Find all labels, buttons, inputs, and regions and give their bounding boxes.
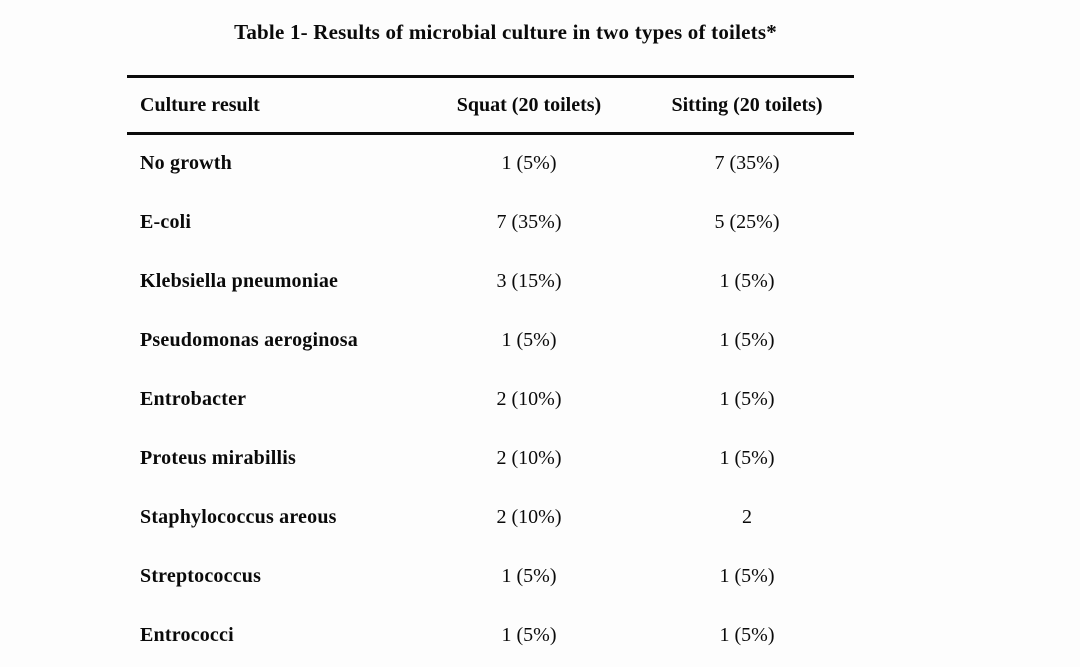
sitting-value: 7 (35%) — [714, 152, 780, 175]
table-row: Staphylococcus areous 2 (10%) 2 — [127, 488, 854, 547]
table-row: E-coli 7 (35%) 5 (25%) — [127, 193, 854, 252]
sitting-value: 1 (5%) — [719, 623, 775, 646]
table-1-block: Table 1- Results of microbial culture in… — [127, 18, 854, 665]
culture-name: Entrococci — [140, 623, 234, 646]
squat-value: 2 (10%) — [496, 505, 562, 528]
table-row: No growth 1 (5%) 7 (35%) — [127, 134, 854, 193]
table-header: Culture result Squat (20 toilets) Sittin… — [127, 76, 854, 134]
table-caption: Table 1- Results of microbial culture in… — [234, 20, 777, 44]
squat-value: 1 (5%) — [501, 623, 557, 646]
culture-name: No growth — [140, 152, 232, 175]
culture-name: Proteus mirabillis — [140, 446, 297, 469]
sitting-value: 1 (5%) — [719, 269, 775, 292]
culture-name: Entrobacter — [140, 387, 247, 410]
culture-name: Streptococcus — [140, 564, 262, 587]
sitting-value: 1 (5%) — [719, 446, 775, 469]
culture-name: Klebsiella pneumoniae — [140, 269, 339, 292]
sitting-value: 2 — [742, 505, 752, 528]
table-body: No growth 1 (5%) 7 (35%) E-coli 7 (35%) … — [127, 134, 854, 665]
table-row: Entrobacter 2 (10%) 1 (5%) — [127, 370, 854, 429]
squat-value: 1 (5%) — [501, 328, 557, 351]
squat-value: 2 (10%) — [496, 446, 562, 469]
header-culture-result: Culture result — [140, 93, 260, 116]
table-row: Proteus mirabillis 2 (10%) 1 (5%) — [127, 429, 854, 488]
header-squat: Squat (20 toilets) — [456, 93, 602, 116]
squat-value: 2 (10%) — [496, 387, 562, 410]
sitting-value: 1 (5%) — [719, 387, 775, 410]
culture-name: E-coli — [140, 210, 192, 233]
table-row: Entrococci 1 (5%) 1 (5%) — [127, 606, 854, 665]
table-row: Klebsiella pneumoniae 3 (15%) 1 (5%) — [127, 252, 854, 311]
table-row: Pseudomonas aeroginosa 1 (5%) 1 (5%) — [127, 311, 854, 370]
header-sitting: Sitting (20 toilets) — [671, 93, 823, 116]
microbial-culture-table: Culture result Squat (20 toilets) Sittin… — [127, 75, 854, 665]
squat-value: 1 (5%) — [501, 564, 557, 587]
culture-name: Pseudomonas aeroginosa — [140, 328, 358, 351]
culture-name: Staphylococcus areous — [140, 505, 337, 528]
squat-value: 7 (35%) — [496, 210, 562, 233]
sitting-value: 1 (5%) — [719, 564, 775, 587]
squat-value: 3 (15%) — [496, 269, 562, 292]
header-row: Culture result Squat (20 toilets) Sittin… — [127, 76, 854, 134]
table-row: Streptococcus 1 (5%) 1 (5%) — [127, 547, 854, 606]
sitting-value: 1 (5%) — [719, 328, 775, 351]
squat-value: 1 (5%) — [501, 152, 557, 175]
sitting-value: 5 (25%) — [714, 210, 780, 233]
